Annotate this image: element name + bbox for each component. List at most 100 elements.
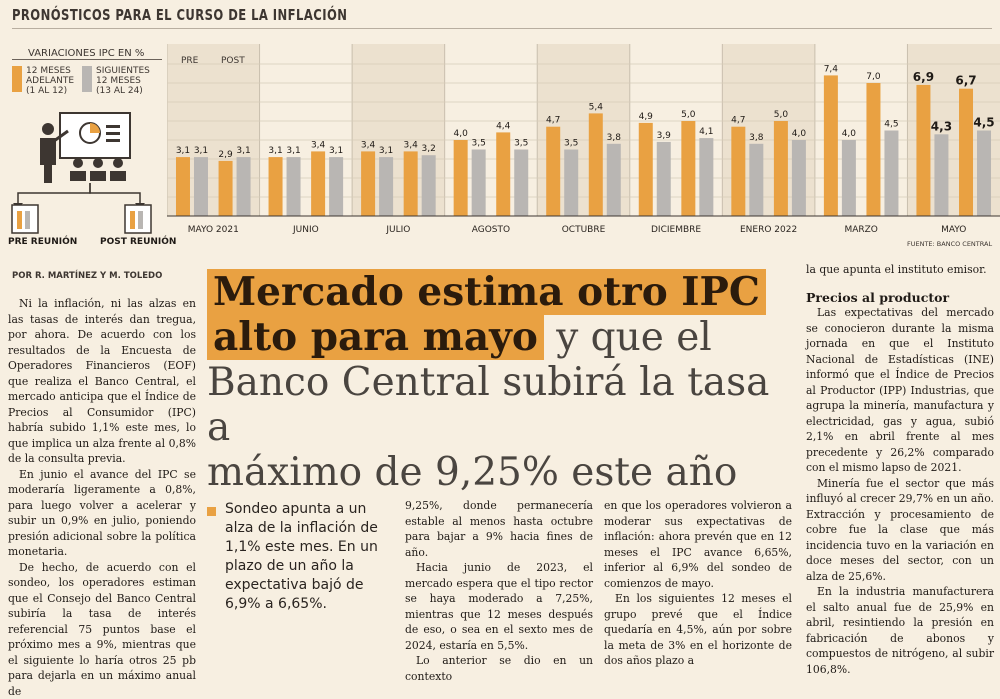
bar-value-label: 4,3: [931, 119, 952, 133]
bar-value-label: 4,5: [973, 116, 994, 130]
presenter-head-icon: [42, 123, 54, 135]
month-label: AGOSTO: [446, 225, 536, 235]
bar-value-label: 3,4: [361, 140, 376, 150]
byline: POR R. MARTÍNEZ Y M. TOLEDO: [12, 271, 162, 281]
paragraph: En los siguientes 12 meses el grupo prev…: [604, 591, 792, 669]
bar-value-label: 3,8: [749, 133, 764, 143]
paragraph: en que los operadores volvieron a modera…: [604, 498, 792, 591]
legend-gray-swatch: [82, 66, 92, 92]
bar-value-label: 3,1: [268, 146, 282, 156]
bar-12-meses: [454, 140, 468, 216]
legend-orange-line2: ADELANTE: [26, 76, 74, 86]
pre-label: PRE: [181, 56, 198, 66]
legend-orange-line1: 12 MESES: [26, 66, 74, 76]
month-label: DICIEMBRE: [631, 225, 721, 235]
bar-siguientes-12-meses: [792, 140, 806, 216]
headline-highlight-2: alto para mayo: [207, 314, 544, 360]
bar-value-label: 4,7: [731, 116, 745, 126]
bar-siguientes-12-meses: [472, 150, 486, 217]
headline-line2: alto para mayo y que el: [207, 315, 797, 360]
bar-12-meses: [639, 123, 653, 216]
bar-value-label: 4,0: [792, 129, 807, 139]
bar-value-label: 3,8: [607, 133, 622, 143]
paragraph: Las expectativas del mercado se conocier…: [806, 305, 994, 476]
headline: Mercado estima otro IPC alto para mayo y…: [207, 270, 797, 495]
bar-value-label: 3,4: [311, 140, 326, 150]
bar-value-label: 3,1: [236, 146, 250, 156]
bar-value-label: 4,4: [496, 121, 511, 131]
bar-value-label: 5,0: [774, 110, 789, 120]
bar-siguientes-12-meses: [329, 157, 343, 216]
legend-gray-line3: (13 AL 24): [96, 86, 150, 96]
headline-line3: Banco Central subirá la tasa a: [207, 360, 797, 450]
bar-siguientes-12-meses: [699, 138, 713, 216]
headline-line1: Mercado estima otro IPC: [207, 270, 797, 315]
legend-gray-label: SIGUIENTES 12 MESES (13 AL 24): [96, 66, 150, 96]
bar-siguientes-12-meses: [749, 144, 763, 216]
bar-12-meses: [824, 75, 838, 216]
bar-value-label: 4,9: [639, 112, 654, 122]
headline-text-1: y que el: [544, 315, 712, 360]
month-label: OCTUBRE: [539, 225, 629, 235]
paragraph: En la industria manufacturera el salto a…: [806, 584, 994, 677]
bar-value-label: 5,4: [589, 102, 604, 112]
subheading: Precios al productor: [806, 290, 994, 306]
bar-siguientes-12-meses: [977, 131, 991, 217]
bar-value-label: 4,7: [546, 116, 560, 126]
presenter-illustration: [10, 105, 165, 255]
legend-title: VARIACIONES IPC EN %: [28, 48, 144, 59]
article-column-2: 9,25%, donde permanecería estable al men…: [405, 498, 593, 684]
bar-12-meses: [496, 132, 510, 216]
bar-value-label: 5,0: [681, 110, 696, 120]
bar-value-label: 3,1: [176, 146, 190, 156]
bar-siguientes-12-meses: [237, 157, 251, 216]
bar-value-label: 3,4: [404, 140, 419, 150]
legend-orange-label: 12 MESES ADELANTE (1 AL 12): [26, 66, 74, 96]
presenter-body-icon: [40, 138, 56, 183]
bar-siguientes-12-meses: [842, 140, 856, 216]
bar-siguientes-12-meses: [564, 150, 578, 217]
bar-siguientes-12-meses: [934, 134, 948, 216]
pre-meeting-label: PRE REUNIÓN: [8, 237, 77, 247]
bar-value-label: 3,1: [286, 146, 300, 156]
legend-gray-line2: 12 MESES: [96, 76, 150, 86]
bar-12-meses: [589, 113, 603, 216]
paragraph: Hacia junio de 2023, el mercado espera q…: [405, 560, 593, 653]
paragraph: Ni la inflación, ni las alzas en las tas…: [8, 296, 196, 467]
bar-siguientes-12-meses: [287, 157, 301, 216]
bar-siguientes-12-meses: [607, 144, 621, 216]
bar-value-label: 3,5: [564, 139, 578, 149]
bar-12-meses: [546, 127, 560, 216]
month-label: MAYO 2021: [168, 225, 258, 235]
month-label: JUNIO: [261, 225, 351, 235]
bar-siguientes-12-meses: [379, 157, 393, 216]
section-title: PRONÓSTICOS PARA EL CURSO DE LA INFLACIÓ…: [12, 6, 347, 24]
bar-value-label: 4,0: [842, 129, 857, 139]
bar-value-label: 3,5: [471, 139, 485, 149]
bar-12-meses: [361, 151, 375, 216]
bullet-square: [207, 507, 216, 516]
bar-value-label: 3,9: [657, 131, 672, 141]
bar-12-meses: [269, 157, 283, 216]
post-label: POST: [221, 56, 245, 66]
bar-12-meses: [404, 151, 418, 216]
bar-12-meses: [959, 89, 973, 216]
article-column-1: Ni la inflación, ni las alzas en las tas…: [8, 296, 196, 699]
bar-12-meses: [176, 157, 190, 216]
bar-value-label: 3,1: [329, 146, 343, 156]
bar-12-meses: [774, 121, 788, 216]
bar-12-meses: [311, 151, 325, 216]
summary-bullet: Sondeo apunta a un alza de la inflación …: [225, 500, 383, 614]
bar-value-label: 2,9: [218, 150, 233, 160]
paragraph: En junio el avance del IPC se moderaría …: [8, 467, 196, 560]
presentation-board: [60, 113, 130, 158]
bar-siguientes-12-meses: [884, 131, 898, 217]
legend-orange-line3: (1 AL 12): [26, 86, 74, 96]
bar-value-label: 3,5: [514, 139, 528, 149]
bar-siguientes-12-meses: [657, 142, 671, 216]
month-label: JULIO: [353, 225, 443, 235]
headline-line4: máximo de 9,25% este año: [207, 450, 797, 495]
bar-value-label: 3,2: [422, 144, 436, 154]
bar-value-label: 3,1: [194, 146, 208, 156]
